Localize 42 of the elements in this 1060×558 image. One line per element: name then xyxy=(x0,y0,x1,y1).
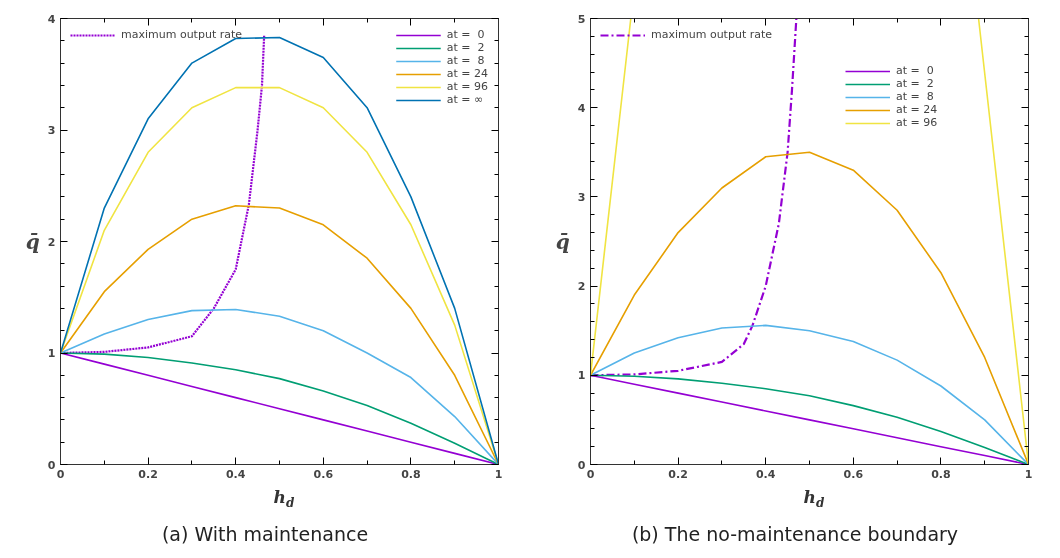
x-tick-label: 0.8 xyxy=(931,467,951,481)
legend-label: at = 24 xyxy=(446,67,488,80)
legend-label: at = 2 xyxy=(446,41,485,54)
x-tick-label: 0.2 xyxy=(668,467,688,481)
legend-label: at = 8 xyxy=(446,54,485,67)
y-tick-label: 3 xyxy=(47,124,56,137)
legend-label: maximum output rate xyxy=(651,28,773,41)
legend-label: at = ∞ xyxy=(446,93,484,106)
y-axis-title: q̄ xyxy=(555,229,570,254)
legend-label: at = 24 xyxy=(896,103,938,116)
x-tick-label: 0.2 xyxy=(138,467,158,481)
legend-label: at = 8 xyxy=(896,90,934,103)
y-tick-label: 0 xyxy=(577,458,586,472)
x-axis-title: h$_{d}$ xyxy=(802,486,826,513)
y-tick-label: 3 xyxy=(577,190,586,204)
x-tick-label: 0.8 xyxy=(401,467,421,481)
legend-label: at = 0 xyxy=(446,28,485,41)
x-tick-label: 0.6 xyxy=(313,467,334,481)
y-tick-label: 2 xyxy=(47,235,56,249)
legend-label: at = 2 xyxy=(896,77,934,90)
y-tick-label: 2 xyxy=(577,280,586,294)
text: (b) The no-maintenance boundary xyxy=(630,522,960,547)
y-tick-label: 4 xyxy=(577,101,586,115)
legend-label: at = 96 xyxy=(896,116,938,129)
x-tick-label: 1 xyxy=(1024,467,1033,481)
x-tick-label: 0 xyxy=(56,467,65,481)
y-tick-label: 1 xyxy=(47,347,56,360)
y-tick-label: 4 xyxy=(47,12,56,26)
y-tick-label: 0 xyxy=(47,458,56,472)
legend-label: at = 0 xyxy=(896,64,934,77)
x-tick-label: 0.4 xyxy=(755,467,776,481)
y-axis-title: q̄ xyxy=(25,229,40,254)
legend-label: at = 96 xyxy=(446,80,488,93)
x-tick-label: 0.4 xyxy=(225,467,246,481)
x-axis-title: h$_{d}$ xyxy=(272,486,296,513)
x-tick-label: 0.6 xyxy=(843,467,864,481)
x-tick-label: 1 xyxy=(494,467,503,481)
text: (a) With maintenance xyxy=(160,522,370,547)
y-tick-label: 5 xyxy=(577,12,586,26)
x-tick-label: 0 xyxy=(586,467,595,481)
y-tick-label: 1 xyxy=(577,369,586,383)
legend-label: maximum output rate xyxy=(121,28,243,41)
